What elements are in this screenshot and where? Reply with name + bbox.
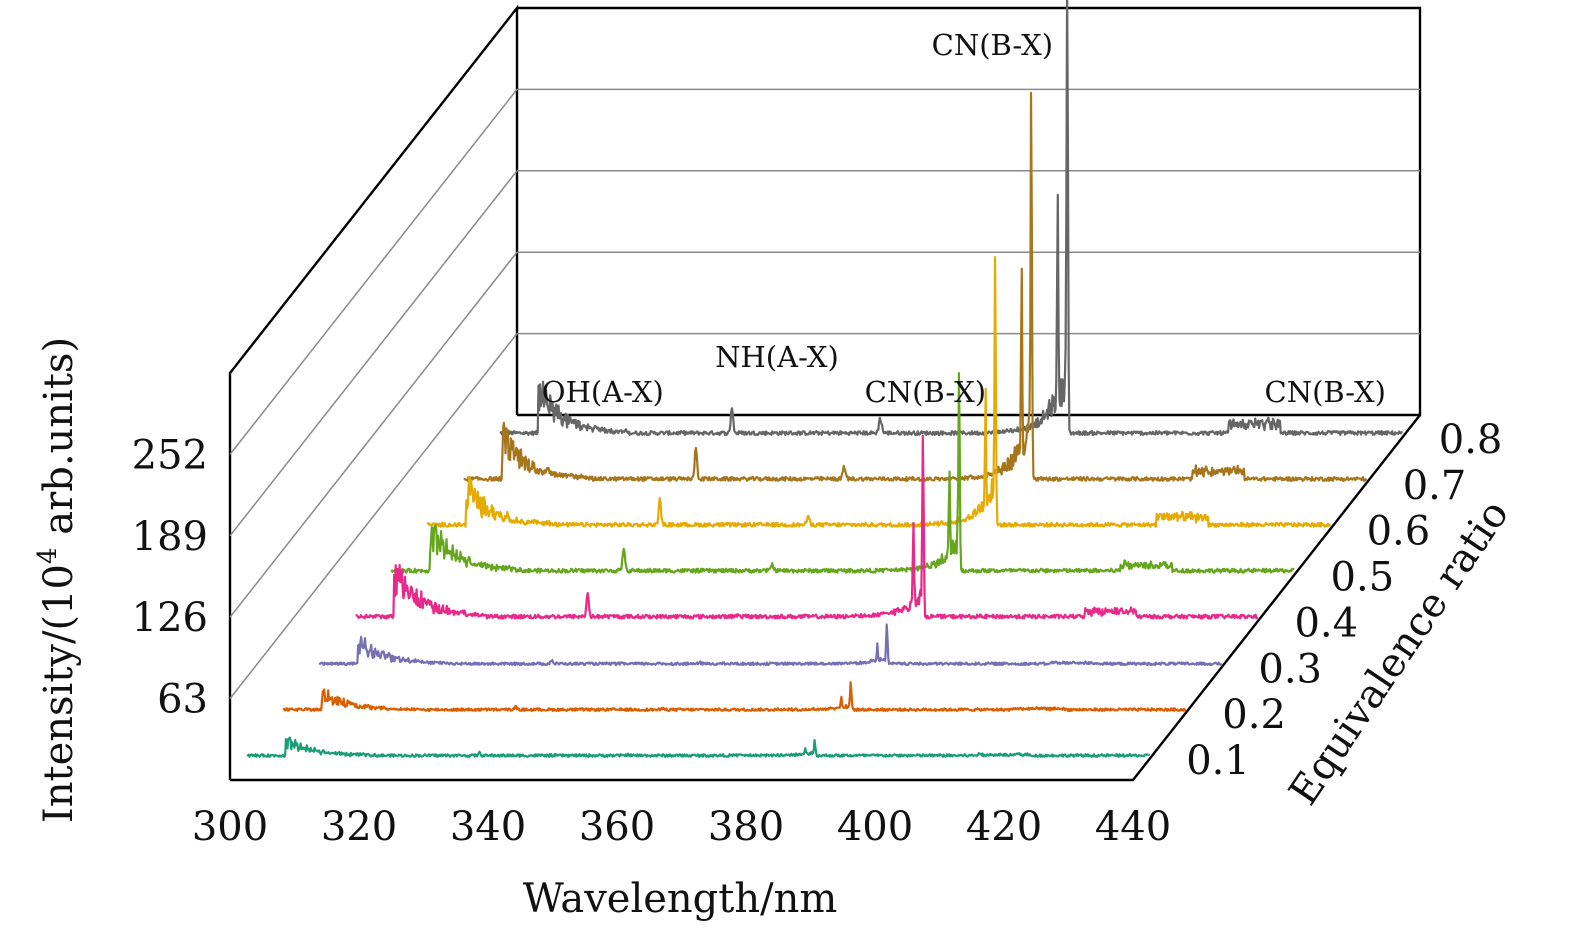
back-wall-edge <box>517 6 1422 417</box>
y-axis-title-prefix: Intensity/(10 <box>36 564 82 823</box>
z-tick-label: 0.7 <box>1403 463 1467 509</box>
peak-annotation: CN(B-X) <box>1265 375 1386 409</box>
x-tick-label: 380 <box>708 804 784 850</box>
series-line-0.3 <box>318 623 1223 667</box>
grid-line-side <box>229 333 518 700</box>
tick-labels-layer: 300 320 340 360 380 400 420 440631261892520.10.… <box>132 417 1503 850</box>
z-tick-label: 0.3 <box>1258 646 1322 692</box>
series-line-0.8 <box>499 0 1404 437</box>
peak-annotation: NH(A-X) <box>715 340 839 374</box>
grid-lines <box>229 88 1420 700</box>
grid-line-side <box>229 88 518 455</box>
x-tick-label: 400 <box>837 804 913 850</box>
z-tick-label: 0.6 <box>1367 509 1431 555</box>
series-line-0.1 <box>246 736 1150 758</box>
series-line-0.4 <box>355 434 1259 620</box>
z-tick-label: 0.4 <box>1294 600 1358 646</box>
y-axis-title: Intensity/(104 arb.units) <box>33 337 82 823</box>
x-tick-label: 320 <box>321 804 397 850</box>
x-tick-label: 300 <box>192 804 268 850</box>
x-tick-label: 420 <box>966 804 1042 850</box>
x-tick-label: 340 <box>450 804 526 850</box>
series-line-0.6 <box>426 256 1332 528</box>
grid-line-side <box>229 170 518 537</box>
series-line-0.5 <box>390 372 1295 574</box>
y-tick-label: 126 <box>132 595 208 641</box>
x-tick-label: 440 <box>1095 804 1171 850</box>
grid-line-side <box>229 251 518 618</box>
series-layer <box>246 0 1404 758</box>
y-tick-label: 252 <box>132 432 208 478</box>
z-tick-label: 0.2 <box>1222 692 1286 738</box>
z-tick-label: 0.1 <box>1186 738 1250 784</box>
x-axis-title: Wavelength/nm <box>523 876 838 922</box>
y-tick-label: 63 <box>157 677 208 723</box>
x-tick-label: 360 <box>579 804 655 850</box>
annotations-layer: OH(A-X) NH(A-X) CN(B-X) CN(B-X) CN(B-X) <box>542 28 1386 409</box>
peak-annotation: OH(A-X) <box>542 375 664 409</box>
y-axis-title-suffix: arb.units) <box>36 337 82 548</box>
z-tick-label: 0.5 <box>1331 555 1395 601</box>
series-line-0.7 <box>463 91 1368 482</box>
series-line-0.2 <box>282 681 1187 712</box>
axes-frame <box>228 4 1422 782</box>
z-tick-label: 0.8 <box>1439 417 1503 463</box>
left-wall-edge <box>228 4 519 780</box>
peak-annotation: CN(B-X) <box>865 375 986 409</box>
floor-edge <box>230 414 1421 782</box>
y-tick-label: 189 <box>132 514 208 560</box>
y-axis-title-superscript: 4 <box>33 547 63 564</box>
peak-annotation: CN(B-X) <box>932 28 1053 62</box>
